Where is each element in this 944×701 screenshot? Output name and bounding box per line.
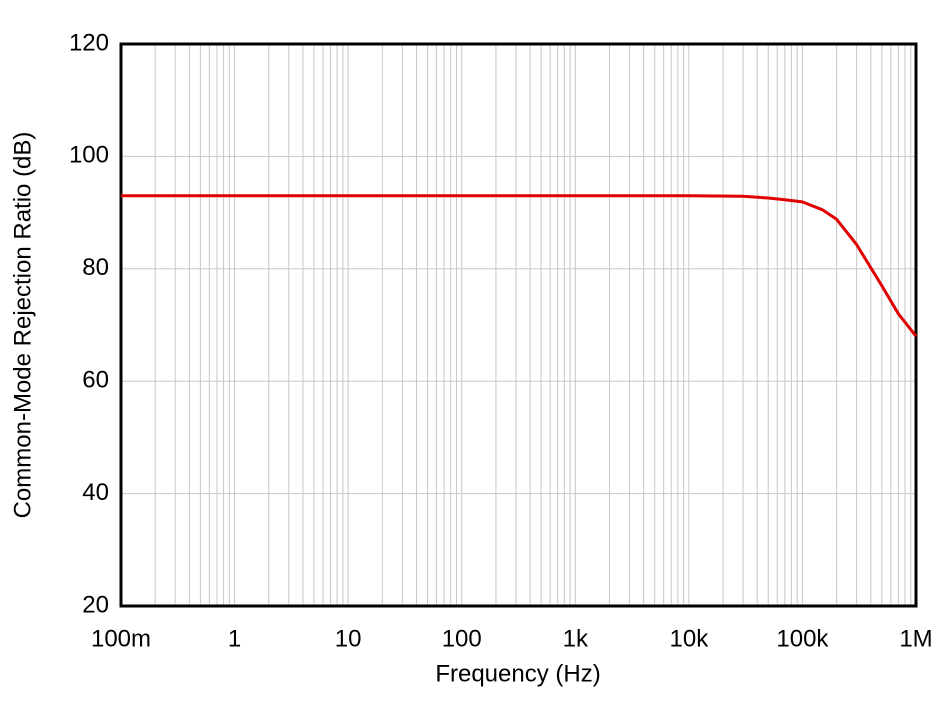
x-tick-label: 10: [335, 625, 362, 652]
x-tick-label: 100m: [91, 625, 151, 652]
x-tick-label: 100: [442, 625, 482, 652]
x-tick-label: 1k: [563, 625, 589, 652]
y-tick-label: 60: [82, 367, 109, 394]
x-axis-title: Frequency (Hz): [435, 660, 600, 687]
y-tick-label: 120: [69, 29, 109, 56]
x-tick-label: 1M: [899, 625, 932, 652]
y-tick-label: 100: [69, 142, 109, 169]
plot-frame: [119, 42, 918, 608]
y-tick-label: 20: [82, 591, 109, 618]
x-tick-label: 100k: [776, 625, 829, 652]
data-line: [121, 194, 918, 338]
x-tick-label: 1: [228, 625, 241, 652]
y-tick-label: 80: [82, 254, 109, 281]
x-tick-label: 10k: [670, 625, 710, 652]
y-axis-title: Common-Mode Rejection Ratio (dB): [9, 132, 36, 519]
y-tick-label: 40: [82, 479, 109, 506]
